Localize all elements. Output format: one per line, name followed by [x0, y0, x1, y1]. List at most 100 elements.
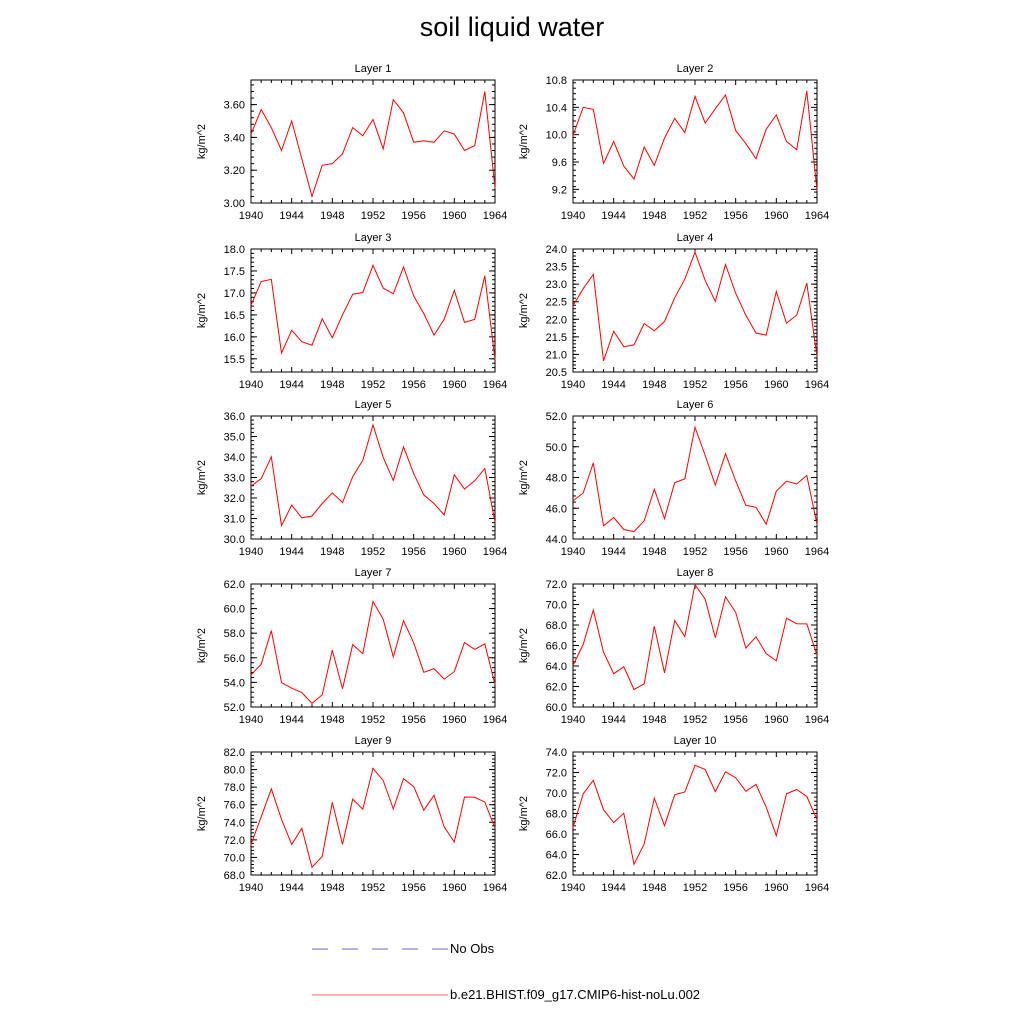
- y-tick-label: 52.0: [224, 702, 245, 714]
- y-axis-label: kg/m^2: [518, 460, 530, 495]
- series-line: [572, 90, 818, 191]
- y-tick-label: 23.5: [546, 262, 567, 274]
- y-tick-label: 62.0: [546, 870, 567, 882]
- series-line: [250, 91, 496, 199]
- x-tick-label: 1944: [279, 714, 303, 726]
- y-axis-label: kg/m^2: [518, 796, 530, 831]
- y-tick-label: 62.0: [546, 682, 567, 694]
- panel-10: Layer 10 kg/m^2 1940 1944 1948 1952 1956 1960 19…: [518, 735, 829, 894]
- x-tick-label: 1948: [642, 714, 666, 726]
- x-tick-label: 1952: [361, 714, 385, 726]
- y-axis-label: kg/m^2: [196, 796, 208, 831]
- y-tick-label: 58.0: [224, 628, 245, 640]
- y-tick-label: 80.0: [224, 765, 245, 777]
- panel-2: Layer 2 kg/m^2 1940 1944 1948 1952 1956 1960 196…: [518, 63, 829, 222]
- y-tick-label: 34.0: [224, 452, 245, 464]
- x-tick-label: 1952: [361, 546, 385, 558]
- series-line: [572, 764, 818, 866]
- x-tick-label: 1960: [764, 882, 788, 894]
- y-tick-label: 21.0: [546, 349, 567, 361]
- x-tick-label: 1964: [805, 714, 829, 726]
- y-tick-label: 9.6: [552, 157, 567, 169]
- x-tick-label: 1956: [401, 379, 425, 391]
- y-tick-label: 17.0: [224, 288, 245, 300]
- x-tick-label: 1944: [279, 379, 303, 391]
- panel-1: Layer 1 kg/m^2 1940 1944 1948 1952 1956 1960 196…: [196, 63, 507, 222]
- x-tick-label: 1940: [561, 210, 585, 222]
- y-tick-label: 66.0: [546, 641, 567, 653]
- panel-title: Layer 6: [677, 399, 714, 411]
- y-axis-label: kg/m^2: [196, 460, 208, 495]
- y-tick-label: 82.0: [224, 747, 245, 759]
- y-tick-label: 10.4: [546, 102, 567, 114]
- x-tick-label: 1964: [805, 882, 829, 894]
- plot-frame: [250, 751, 496, 876]
- y-tick-label: 60.0: [546, 702, 567, 714]
- y-tick-label: 23.0: [546, 279, 567, 291]
- x-tick-label: 1956: [401, 546, 425, 558]
- x-tick-label: 1952: [361, 210, 385, 222]
- y-axis-label: kg/m^2: [196, 293, 208, 328]
- y-tick-label: 66.0: [546, 829, 567, 841]
- x-tick-label: 1964: [805, 210, 829, 222]
- y-tick-label: 3.40: [224, 132, 245, 144]
- x-tick-label: 1940: [561, 546, 585, 558]
- x-tick-label: 1960: [442, 210, 466, 222]
- x-tick-label: 1948: [642, 210, 666, 222]
- x-tick-label: 1952: [361, 379, 385, 391]
- x-tick-label: 1952: [683, 210, 707, 222]
- panel-title: Layer 3: [355, 232, 392, 244]
- x-tick-label: 1944: [601, 379, 625, 391]
- x-tick-label: 1960: [442, 882, 466, 894]
- panel-title: Layer 8: [677, 567, 714, 579]
- y-tick-label: 31.0: [224, 514, 245, 526]
- y-tick-label: 50.0: [546, 442, 567, 454]
- y-tick-label: 74.0: [224, 817, 245, 829]
- panel-3: Layer 3 kg/m^2 1940 1944 1948 1952 1956 1960 196…: [196, 232, 507, 391]
- y-axis-label: kg/m^2: [518, 628, 530, 663]
- y-tick-label: 68.0: [224, 870, 245, 882]
- y-axis-label: kg/m^2: [196, 628, 208, 663]
- x-tick-label: 1964: [805, 379, 829, 391]
- y-tick-label: 72.0: [546, 579, 567, 591]
- y-tick-label: 70.0: [546, 788, 567, 800]
- x-tick-label: 1956: [723, 210, 747, 222]
- y-tick-label: 9.2: [552, 184, 567, 196]
- x-tick-label: 1964: [483, 546, 507, 558]
- x-tick-label: 1960: [442, 379, 466, 391]
- y-tick-label: 56.0: [224, 653, 245, 665]
- x-tick-label: 1960: [764, 546, 788, 558]
- y-axis-label: kg/m^2: [518, 293, 530, 328]
- x-tick-label: 1948: [320, 714, 344, 726]
- panel-title: Layer 7: [355, 567, 392, 579]
- legend-model-line: [312, 994, 448, 996]
- y-tick-label: 32.0: [224, 493, 245, 505]
- series-line: [250, 600, 496, 704]
- x-tick-label: 1960: [442, 714, 466, 726]
- x-tick-label: 1964: [483, 379, 507, 391]
- x-tick-label: 1948: [642, 546, 666, 558]
- panel-title: Layer 10: [674, 735, 717, 747]
- y-tick-label: 24.0: [546, 244, 567, 256]
- y-tick-label: 72.0: [546, 768, 567, 780]
- y-axis-label: kg/m^2: [518, 124, 530, 159]
- plot-frame: [572, 751, 818, 876]
- x-tick-label: 1940: [561, 882, 585, 894]
- x-tick-label: 1964: [483, 210, 507, 222]
- series-line: [250, 767, 496, 869]
- y-tick-label: 15.5: [224, 354, 245, 366]
- x-tick-label: 1956: [723, 379, 747, 391]
- x-tick-label: 1952: [361, 882, 385, 894]
- series-line: [250, 423, 496, 528]
- x-tick-label: 1944: [601, 210, 625, 222]
- y-tick-label: 48.0: [546, 473, 567, 485]
- x-tick-label: 1960: [442, 546, 466, 558]
- x-tick-label: 1960: [764, 210, 788, 222]
- y-tick-label: 16.0: [224, 332, 245, 344]
- x-tick-label: 1964: [483, 714, 507, 726]
- plot-frame: [250, 248, 496, 373]
- y-tick-label: 76.0: [224, 800, 245, 812]
- series-line: [572, 425, 818, 533]
- y-tick-label: 18.0: [224, 244, 245, 256]
